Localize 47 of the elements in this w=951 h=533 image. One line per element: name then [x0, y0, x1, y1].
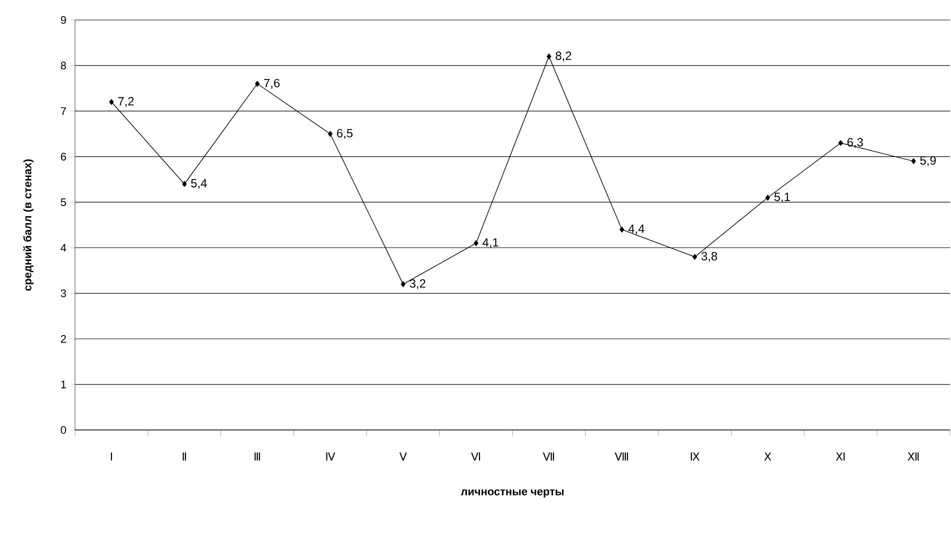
x-tick-label: Ⅱ [182, 452, 186, 460]
point [692, 254, 698, 260]
x-axis-title: личностные черты [460, 489, 564, 498]
data-label: 5,1 [774, 192, 790, 203]
point [546, 53, 552, 60]
x-tick-label: V [399, 452, 407, 460]
point [765, 194, 770, 201]
y-tick-label: 1 [61, 380, 66, 388]
x-tick-label: Ⅶ [542, 452, 554, 460]
data-label: 8,2 [556, 51, 572, 62]
data-label: 6,3 [847, 138, 863, 148]
point [182, 181, 187, 187]
x-tick-label: Ⅻ [908, 452, 919, 460]
point [474, 240, 478, 246]
x-tick-label: Ⅵ [471, 452, 480, 460]
x-tick-label: Ⅺ [836, 452, 845, 460]
point [911, 158, 916, 164]
x-tick-label: X [764, 452, 772, 460]
y-tick-label: 5 [60, 198, 66, 206]
y-tick-label: 3 [60, 289, 66, 298]
y-axis-title: средний балл (в стенах) [23, 159, 34, 291]
data-label: 3,8 [701, 252, 718, 262]
x-tick-label: Ⅲ [254, 452, 260, 460]
x-tick-label: Ⅸ [690, 452, 700, 460]
x-tick-label: Ⅳ [326, 452, 336, 460]
data-label: 3,2 [410, 279, 426, 290]
point [838, 140, 843, 146]
x-tick-label: Ⅷ [614, 452, 628, 460]
y-tick-label: 6 [60, 152, 66, 161]
data-label: 4,4 [628, 224, 644, 234]
y-tick-label: 0 [60, 426, 66, 434]
point [620, 226, 624, 232]
data-label: 7,6 [264, 78, 280, 89]
point [255, 80, 260, 87]
data-label: 4,1 [482, 238, 498, 248]
x-tick-label: I [110, 452, 112, 460]
data-label: 7,2 [118, 97, 134, 107]
y-tick-label: 9 [60, 16, 66, 24]
point [400, 281, 406, 288]
point [328, 130, 333, 137]
y-tick-label: 7 [60, 107, 66, 115]
y-tick-label: 2 [60, 335, 66, 343]
point [109, 99, 114, 105]
data-label: 6,5 [337, 128, 353, 139]
y-tick-label: 4 [60, 244, 66, 252]
data-label: 5,4 [191, 179, 207, 189]
y-tick-label: 8 [60, 62, 66, 70]
